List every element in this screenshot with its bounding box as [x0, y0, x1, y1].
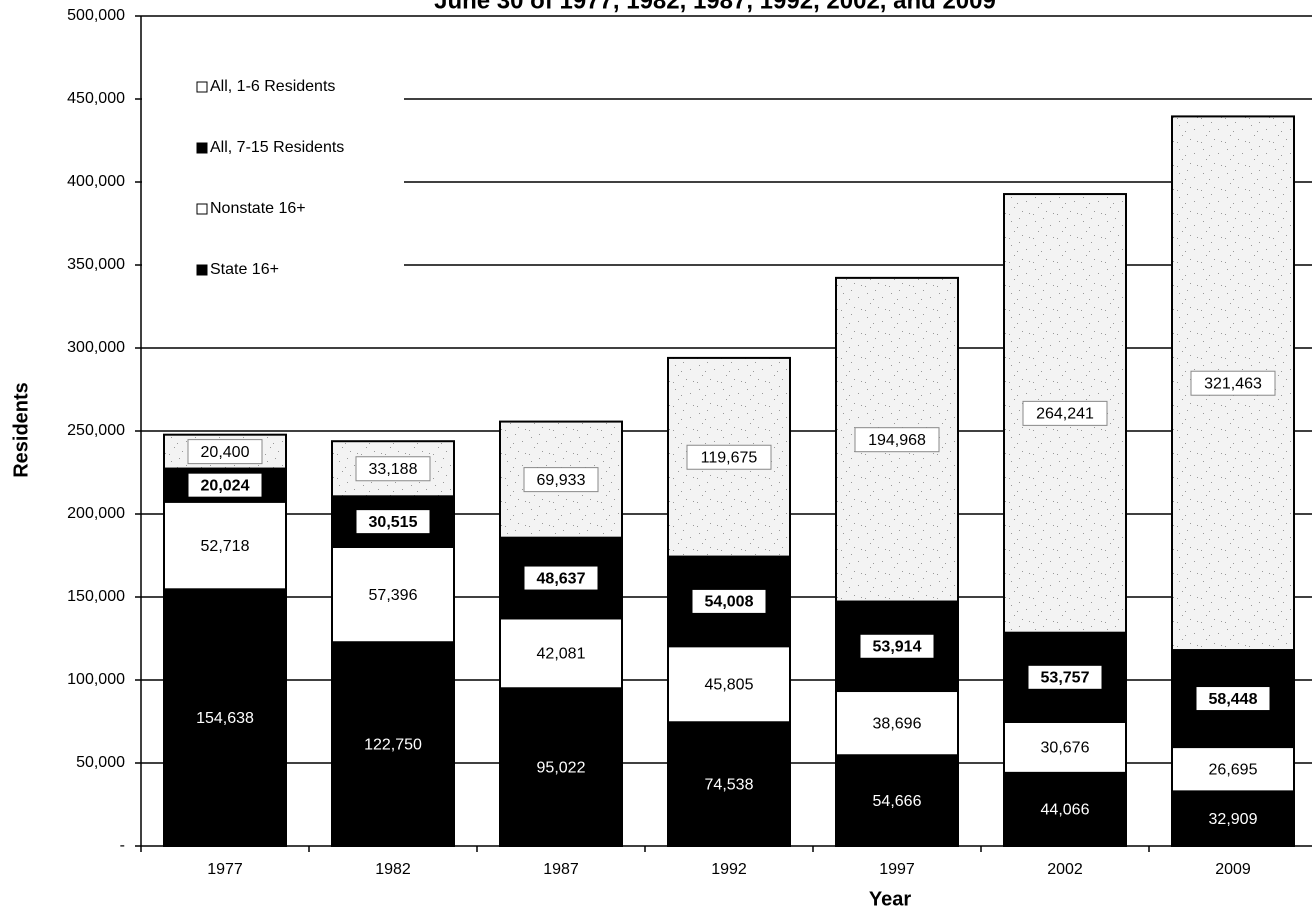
bar-segment: [667, 645, 791, 724]
y-tick-label: 150,000: [67, 588, 125, 605]
data-label-box: [1022, 400, 1108, 426]
data-label-box: [187, 439, 263, 465]
y-axis-label: Residents: [10, 382, 32, 478]
data-label: 57,396: [369, 587, 418, 604]
data-label: 20,024: [201, 477, 250, 494]
legend-label: State 16+: [210, 261, 279, 278]
legend-swatch: [196, 264, 208, 276]
data-label: 38,696: [873, 715, 922, 732]
x-tick-label: 1997: [879, 861, 915, 878]
x-axis-label: Year: [869, 888, 911, 910]
y-tick-label: 50,000: [76, 754, 125, 771]
data-label: 194,968: [868, 432, 926, 449]
legend-label: All, 7-15 Residents: [210, 139, 344, 156]
y-tick-label: 300,000: [67, 339, 125, 356]
data-label: 119,675: [701, 449, 758, 466]
chart-title: June 30 of 1977, 1982, 1987, 1992, 2002,…: [434, 0, 996, 14]
data-label: 26,695: [1209, 761, 1258, 778]
x-tick-label: 2002: [1047, 861, 1083, 878]
data-label: 58,448: [1209, 691, 1258, 708]
bar-segment: [331, 641, 455, 847]
data-label-box: [355, 509, 431, 535]
data-label: 54,008: [705, 594, 754, 611]
bar-segment: [163, 588, 287, 847]
data-label: 95,022: [537, 759, 586, 776]
data-label-box: [187, 472, 263, 498]
data-label-box: [859, 633, 935, 659]
data-label-box: [523, 565, 599, 591]
data-label-box: [1195, 686, 1271, 712]
x-tick-label: 1982: [375, 861, 411, 878]
data-label: 154,638: [196, 710, 254, 727]
data-label: 264,241: [1036, 406, 1094, 423]
y-tick-label: 400,000: [67, 173, 125, 190]
data-label: 321,463: [1204, 375, 1262, 392]
data-label-box: [523, 467, 599, 493]
legend-label: Nonstate 16+: [210, 200, 306, 217]
data-label-box: [1027, 664, 1103, 690]
y-tick-label: 200,000: [67, 505, 125, 522]
data-label-box: [854, 427, 940, 453]
data-label-box: [1190, 370, 1276, 396]
y-tick-label: 100,000: [67, 671, 125, 688]
legend-label: All, 1-6 Residents: [210, 78, 335, 95]
bar-segment: [667, 721, 791, 847]
data-label: 74,538: [705, 776, 754, 793]
data-label: 30,515: [369, 514, 418, 531]
data-label-box: [686, 444, 772, 470]
x-tick-label: 1992: [711, 861, 747, 878]
y-tick-label: 500,000: [67, 7, 125, 24]
data-label: 54,666: [873, 793, 922, 810]
data-label: 33,188: [369, 461, 418, 478]
y-tick-label: -: [120, 837, 125, 854]
data-label: 45,805: [705, 676, 754, 693]
data-label: 53,914: [873, 638, 922, 655]
data-label: 42,081: [537, 646, 586, 663]
x-tick-label: 1987: [543, 861, 579, 878]
bar-segment: [1171, 746, 1295, 793]
legend-bg: [142, 60, 404, 290]
legend-swatch: [196, 81, 208, 93]
data-label: 44,066: [1041, 802, 1090, 819]
bar-segment: [499, 617, 623, 690]
legend-swatch: [196, 142, 208, 154]
x-tick-label: 1977: [207, 861, 243, 878]
bar-segment: [1003, 771, 1127, 848]
bar-segment: [499, 687, 623, 848]
data-label: 48,637: [537, 570, 586, 587]
data-label: 69,933: [537, 472, 586, 489]
y-tick-label: 250,000: [67, 422, 125, 439]
data-label-box: [355, 456, 431, 482]
data-label: 20,400: [201, 444, 250, 461]
x-tick-label: 2009: [1215, 861, 1251, 878]
data-label-box: [691, 588, 767, 614]
data-label: 52,718: [201, 538, 250, 555]
data-label: 30,676: [1041, 740, 1090, 757]
y-tick-label: 350,000: [67, 256, 125, 273]
y-tick-label: 450,000: [67, 90, 125, 107]
data-label: 122,750: [364, 736, 422, 753]
data-label: 32,909: [1209, 811, 1258, 828]
data-label: 53,757: [1041, 670, 1090, 687]
bar-segment: [163, 500, 287, 591]
legend-swatch: [196, 203, 208, 215]
